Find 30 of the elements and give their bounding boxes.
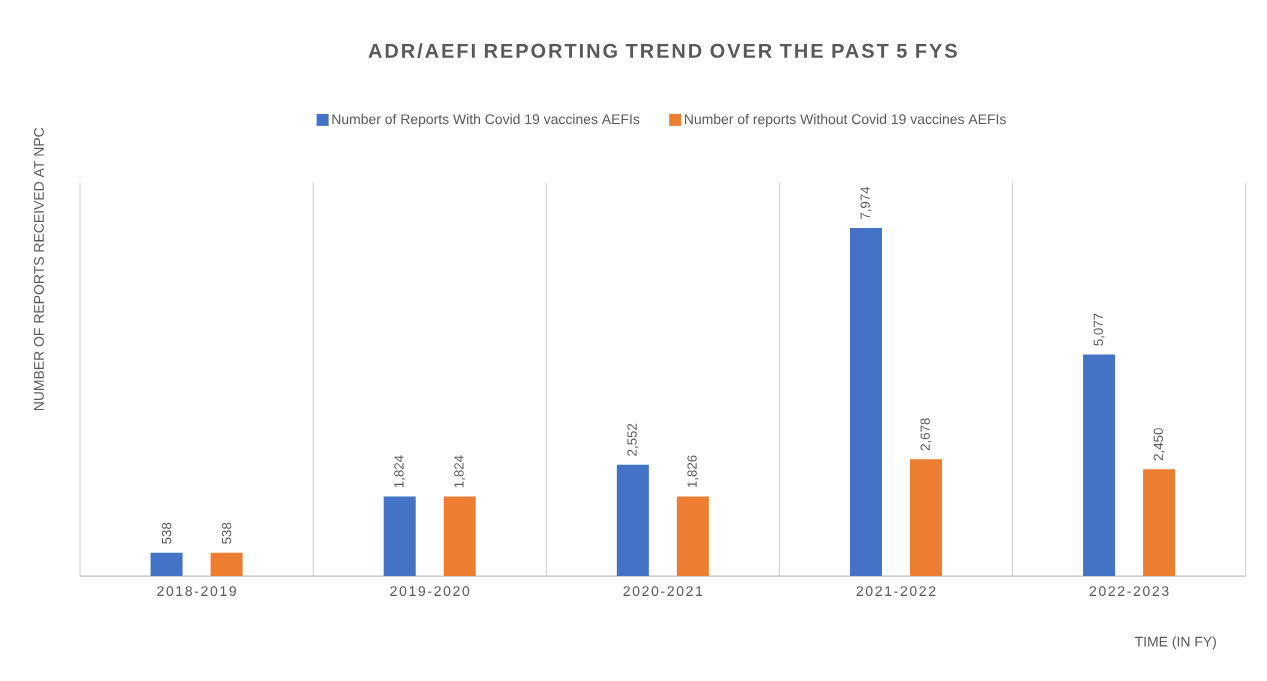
data-label: 2,552 [627,423,639,456]
x-axis-title: TIME (IN FY) [1134,636,1216,650]
bar [676,496,709,576]
data-label: 7,974 [860,186,872,219]
chart-title: ADR/AEFI REPORTING TREND OVER THE PAST 5 FYS [368,43,957,58]
bar [150,552,183,576]
data-label: 5,077 [1093,313,1105,346]
data-label: 1,826 [687,455,699,487]
legend-label: Number of Reports With Covid 19 vaccines AEFIs [332,113,640,127]
x-tick-label: 2020-2021 [623,585,703,596]
data-label: 1,824 [454,455,466,487]
bar [210,552,243,576]
data-label: 538 [221,522,232,544]
bar [1143,468,1176,576]
data-label: 1,824 [394,455,406,487]
bar [909,458,942,576]
x-tick-label: 2021-2022 [856,585,936,596]
x-tick-label: 2018-2019 [157,585,236,596]
bar [383,496,416,576]
bar [1083,354,1116,576]
bar [849,227,882,576]
bar [443,496,476,576]
x-tick-label: 2022-2023 [1089,585,1169,596]
bar [616,464,649,576]
x-tick-label: 2019-2020 [390,585,470,596]
y-axis-title: NUMBER OF REPORTS RECEIVED AT NPC [34,127,44,410]
data-label: 538 [161,522,172,544]
data-label: 2,678 [920,418,932,451]
data-label: 2,450 [1153,427,1165,460]
legend-label: Number of reports Without Covid 19 vaccines AEFIs [685,113,1006,127]
